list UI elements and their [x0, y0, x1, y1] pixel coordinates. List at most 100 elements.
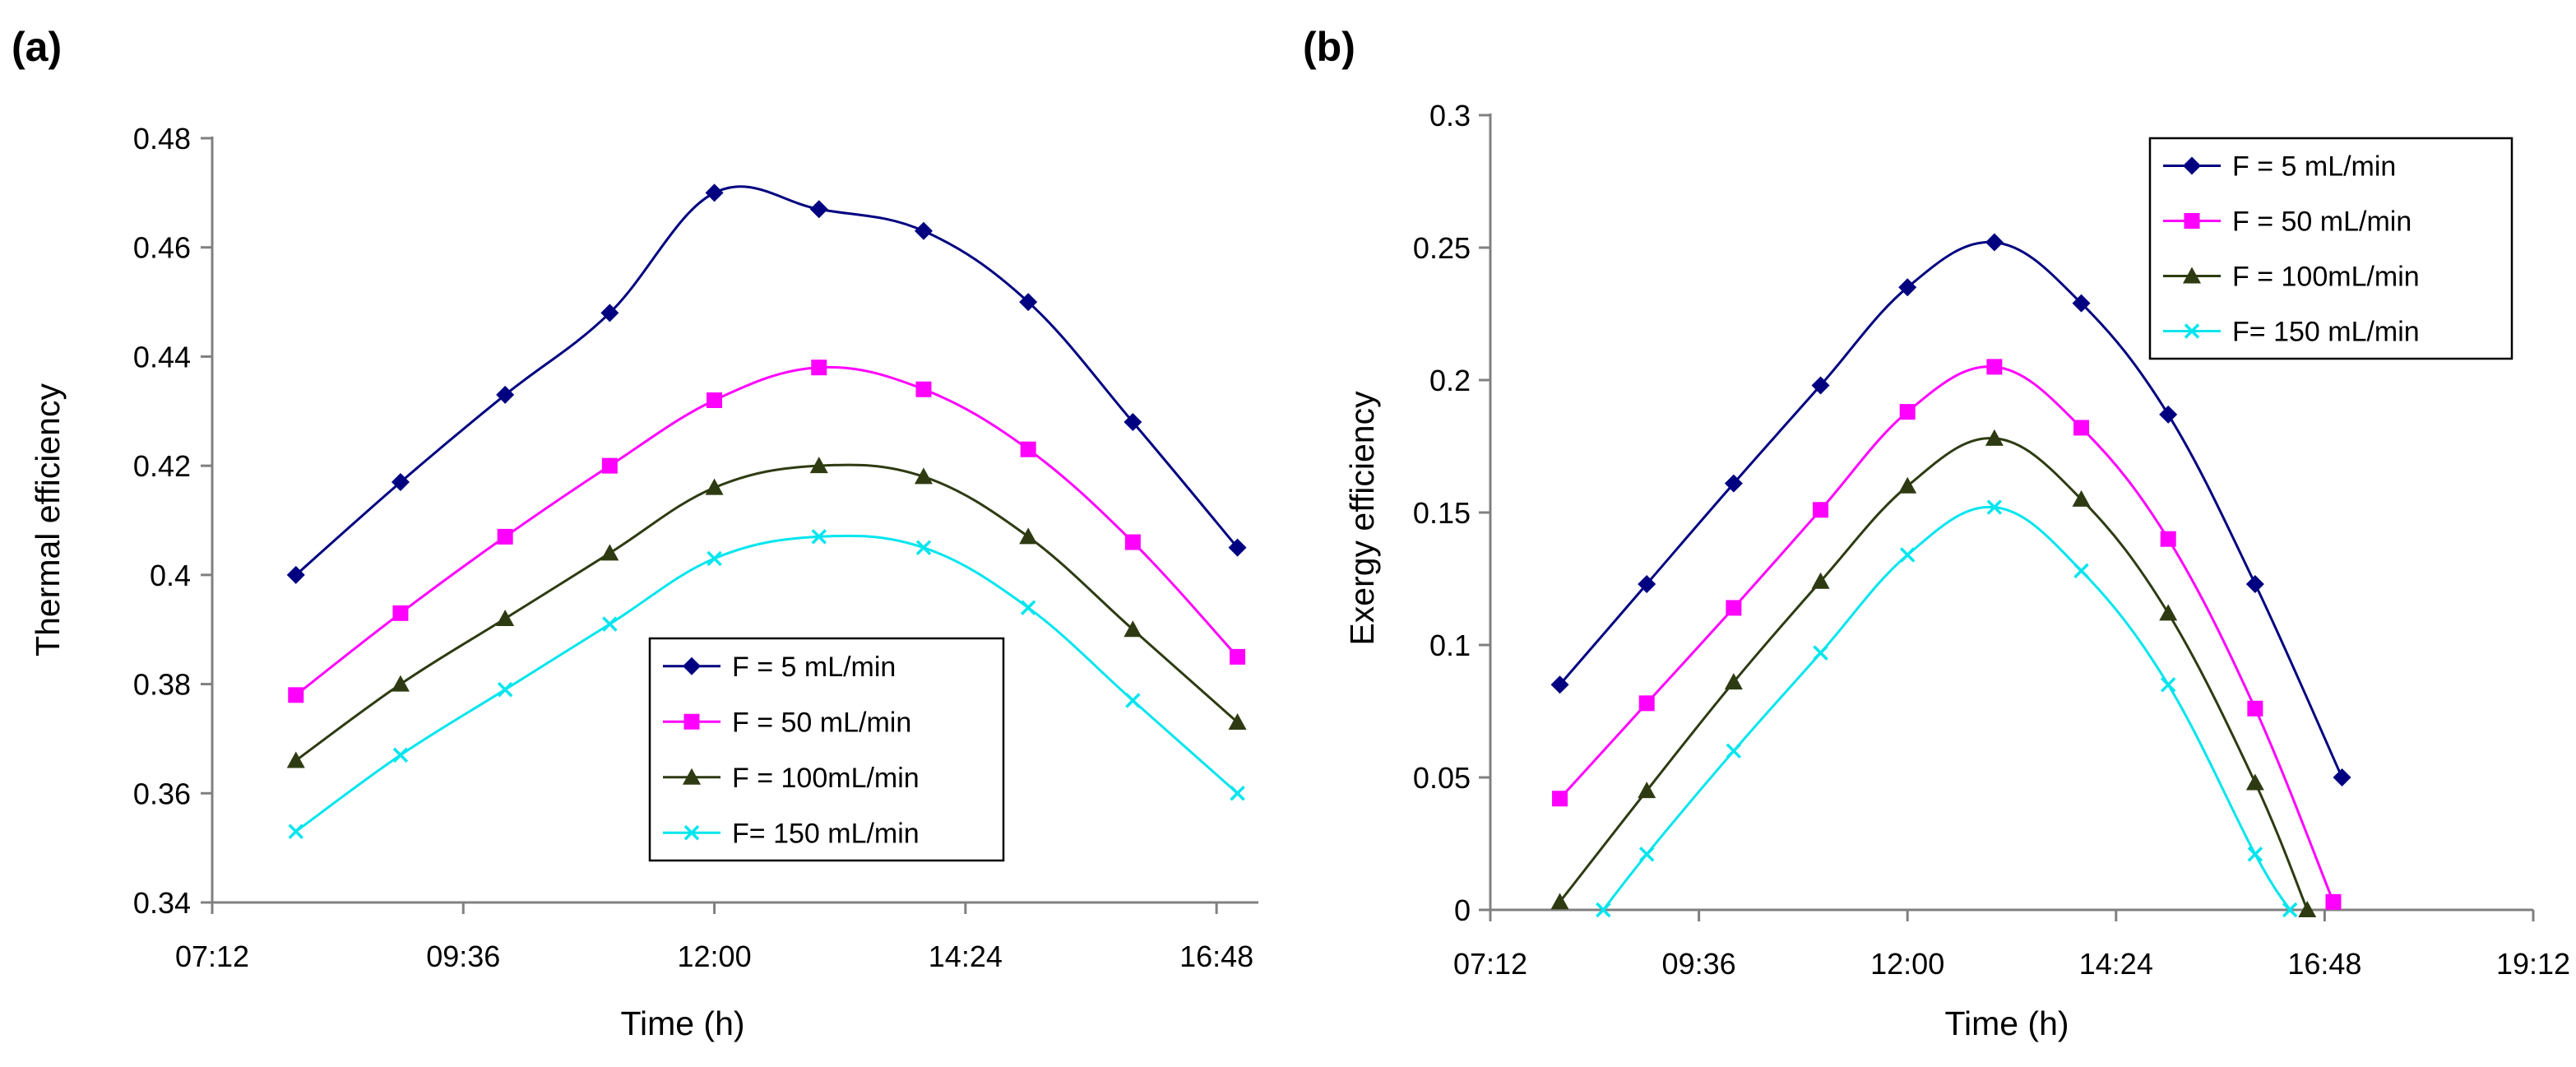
x-tick-label: 12:00: [678, 939, 752, 973]
series-2: [288, 360, 1246, 703]
data-point: [914, 221, 933, 240]
data-point: [1552, 791, 1568, 807]
x-tick-label: 16:48: [1179, 939, 1253, 973]
data-point: [1550, 893, 1569, 910]
legend-item: F = 100mL/min: [663, 763, 920, 794]
legend-label: F = 5 mL/min: [2232, 151, 2396, 183]
series-3: [1550, 429, 2317, 917]
data-point: [1724, 673, 1743, 690]
data-point: [1638, 574, 1656, 593]
chart-panel-b: (b) 0 0.05 0.1 0.15 0.2 0.25 0.3 07:12 09:36 12:00…: [1303, 24, 2570, 1042]
data-point: [391, 473, 410, 492]
legend-marker: [683, 713, 700, 730]
series-1: [1550, 233, 2351, 786]
data-point: [2245, 574, 2264, 593]
data-point: [914, 467, 933, 485]
data-point: [1985, 429, 2004, 446]
data-point: [1813, 502, 1829, 518]
y-tick-label: 0.36: [133, 777, 191, 810]
data-point: [286, 751, 305, 768]
legend: F = 5 mL/min F = 50 mL/min F = 100mL/min F=…: [2148, 137, 2513, 360]
legend-item: F = 50 mL/min: [663, 707, 911, 738]
data-point: [1985, 233, 2004, 252]
y-tick-label: 0.3: [1429, 99, 1471, 132]
x-tick-label: 07:12: [1453, 947, 1527, 981]
series-4: [1596, 499, 2298, 918]
data-point: [391, 675, 410, 692]
data-point: [392, 747, 409, 763]
y-tick-label: 0: [1454, 893, 1471, 927]
data-point: [1638, 695, 1655, 712]
data-point: [1899, 547, 1916, 563]
y-tick-label: 0.2: [1429, 364, 1471, 397]
legend-item: F= 150 mL/min: [663, 818, 920, 849]
data-point: [2159, 405, 2178, 424]
data-point: [496, 385, 515, 404]
x-axis-title: Time (h): [1944, 1004, 2069, 1042]
data-point: [1638, 782, 1656, 799]
legend-box: [2148, 137, 2513, 360]
y-axis-title: Thermal efficiency: [29, 383, 67, 656]
data-point: [1986, 499, 2003, 515]
data-point: [2072, 294, 2091, 313]
data-point: [2333, 768, 2351, 786]
x-tick-label: 16:48: [2287, 947, 2361, 981]
data-point: [707, 550, 722, 567]
data-point: [1726, 600, 1742, 616]
data-point: [288, 823, 303, 839]
data-point: [497, 681, 513, 698]
data-point: [2245, 773, 2264, 791]
y-tick-label: 0.4: [150, 559, 191, 592]
y-tick-label: 0.15: [1413, 496, 1471, 530]
series-line: [1602, 505, 2291, 910]
data-point: [705, 183, 724, 202]
data-point: [2247, 700, 2263, 717]
data-point: [1020, 600, 1036, 615]
chart-panel-a: (a) 0.34 0.36 0.38 0.4 0.42 0.44 0.46 0.48 07:12 0…: [12, 24, 1258, 1042]
data-point: [392, 605, 409, 621]
x-tick-label: 09:36: [426, 939, 500, 973]
x-axis-title: Time (h): [620, 1004, 744, 1042]
data-point: [809, 200, 828, 219]
y-tick-label: 0.42: [133, 449, 191, 483]
data-point: [1019, 293, 1038, 312]
data-point: [1124, 534, 1141, 550]
legend-label: F= 150 mL/min: [2232, 317, 2420, 348]
legend-marker: [683, 768, 701, 785]
data-point: [1020, 441, 1036, 457]
data-point: [1813, 645, 1828, 661]
data-point: [2072, 489, 2091, 507]
data-point: [602, 616, 618, 632]
legend-label: F = 100mL/min: [732, 763, 920, 794]
y-tick-label: 0.1: [1429, 629, 1471, 662]
legend-label: F = 50 mL/min: [2232, 206, 2412, 238]
legend-item: F= 150 mL/min: [2163, 317, 2420, 348]
x-tick-label: 12:00: [1870, 947, 1944, 981]
legend-item: F = 50 mL/min: [2163, 206, 2412, 238]
legend-item: F = 100mL/min: [2163, 262, 2420, 293]
legend-marker: [683, 656, 701, 675]
legend-marker: [2184, 323, 2200, 339]
series-line: [294, 463, 1239, 762]
y-tick-label: 0.48: [133, 122, 191, 155]
series-2: [1552, 359, 2342, 910]
x-tick-label: 14:24: [2079, 947, 2153, 981]
x-tick-label: 14:24: [929, 939, 1003, 973]
series-line: [294, 185, 1239, 577]
legend-marker: [2183, 267, 2201, 284]
data-point: [2159, 604, 2178, 621]
data-point: [1724, 474, 1743, 493]
y-tick-label: 0.34: [133, 886, 191, 920]
y-tick-label: 0.05: [1413, 761, 1471, 795]
legend-label: F= 150 mL/min: [732, 818, 920, 849]
legend-box: [648, 637, 1005, 862]
data-point: [600, 304, 619, 322]
data-point: [1230, 786, 1245, 801]
data-point: [707, 392, 723, 409]
data-point: [811, 360, 827, 376]
y-tick-label: 0.38: [133, 668, 191, 702]
data-point: [1898, 278, 1917, 297]
legend-label: F = 100mL/min: [2232, 262, 2420, 293]
legend-label: F = 50 mL/min: [732, 707, 911, 738]
